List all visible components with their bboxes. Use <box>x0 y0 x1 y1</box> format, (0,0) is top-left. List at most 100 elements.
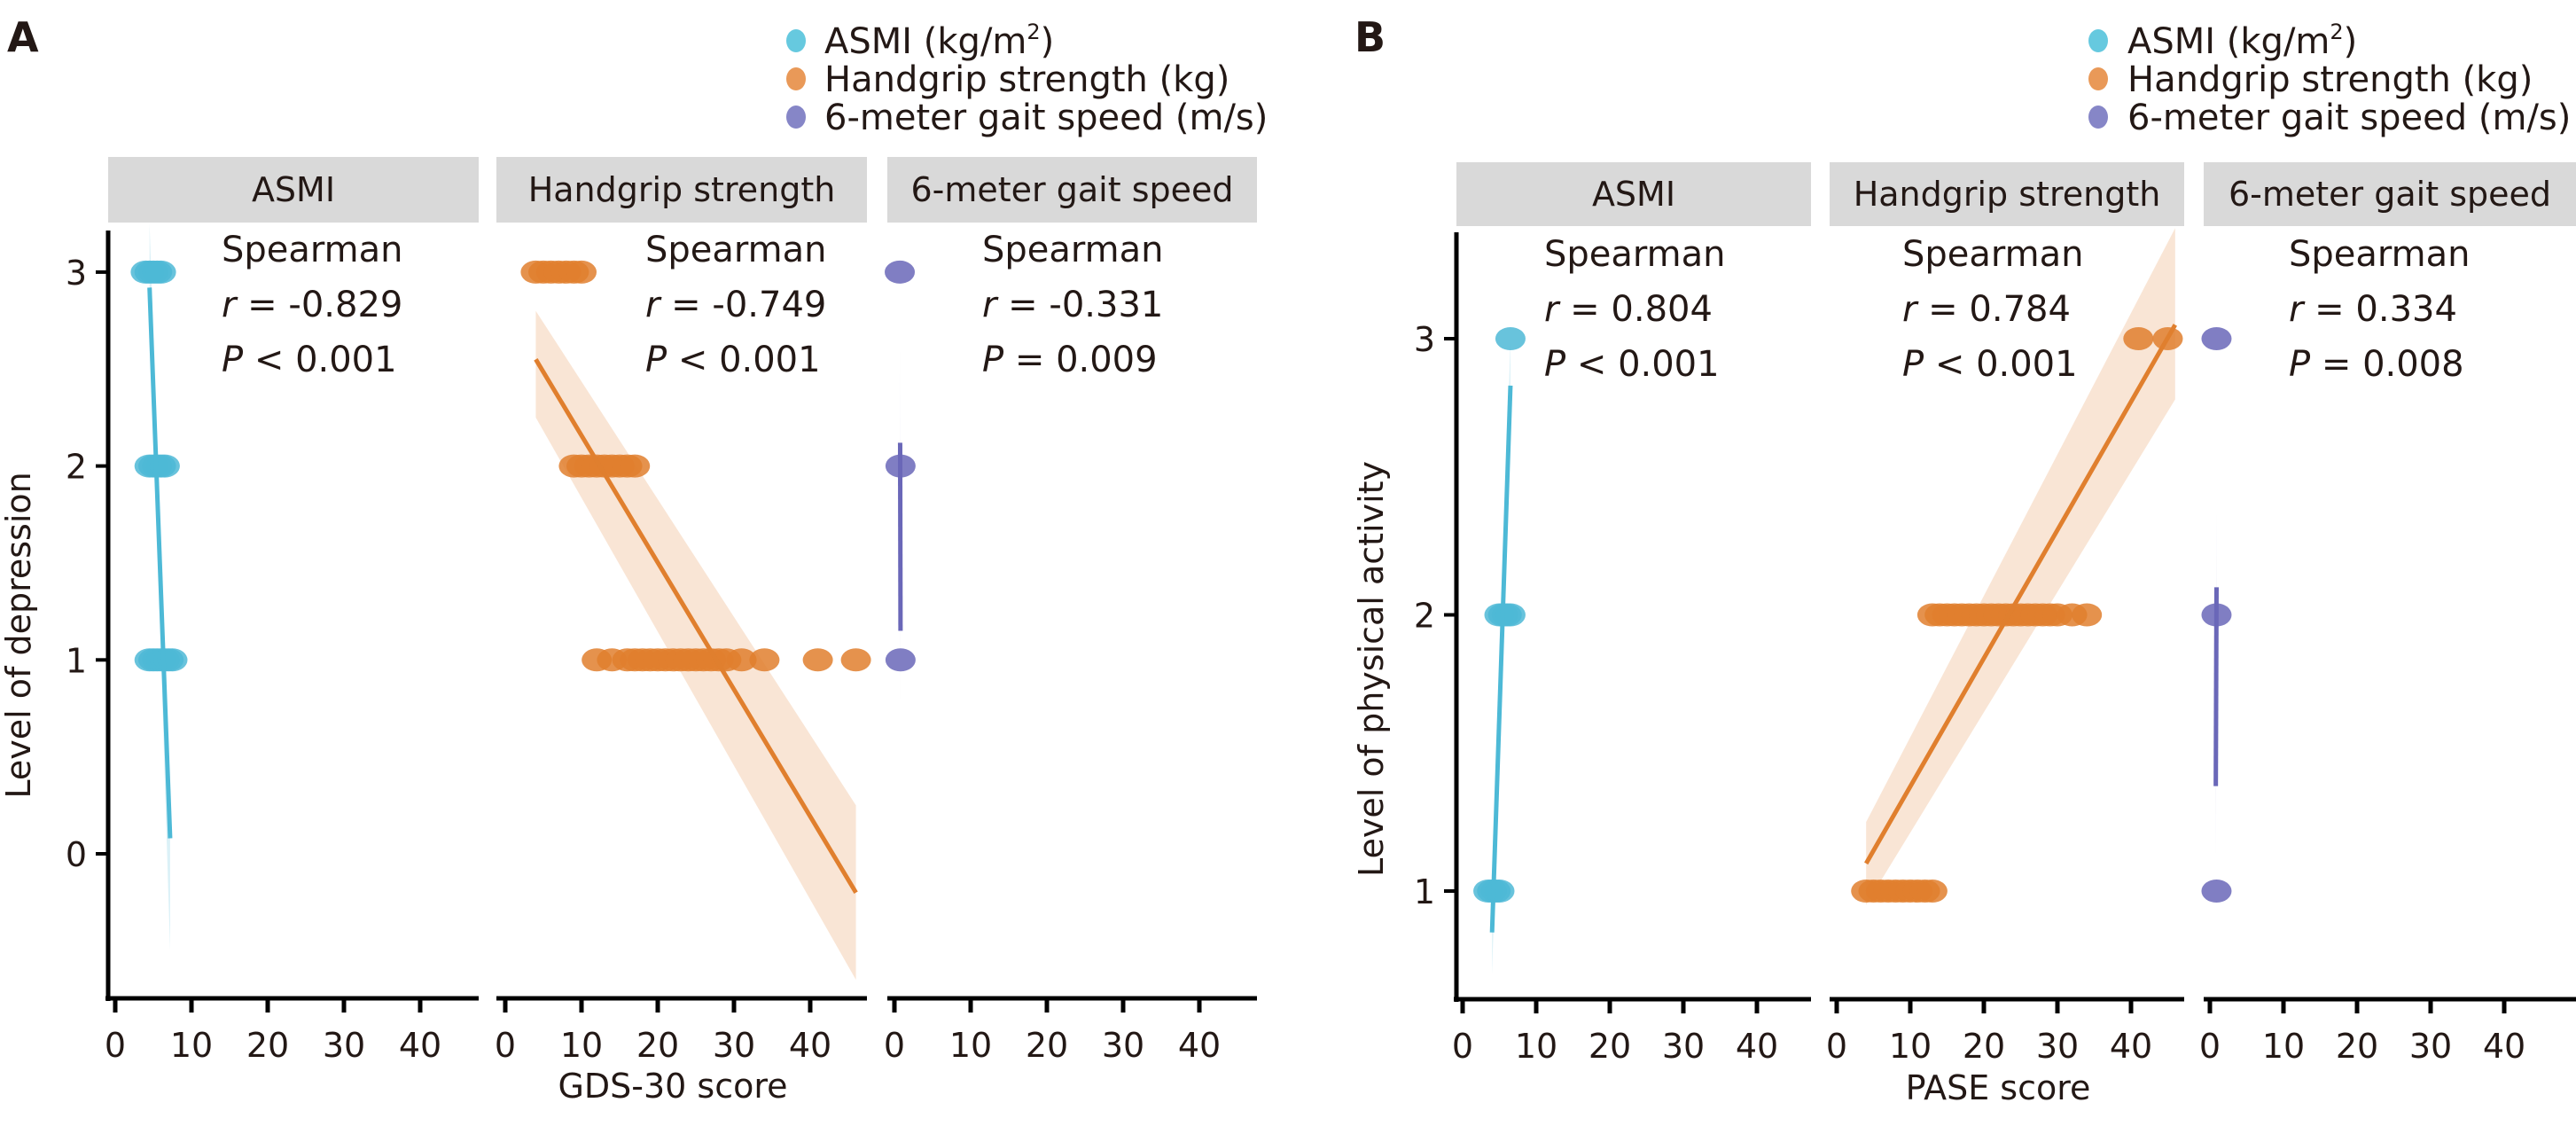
x-tick-label: 40 <box>2110 1027 2152 1066</box>
stat-method: Spearman <box>1544 234 1725 275</box>
x-tick-label: 0 <box>495 1026 516 1065</box>
stat-p: P < 0.001 <box>1902 344 2078 385</box>
facet-strip-label: ASMI <box>1592 175 1675 214</box>
data-points <box>130 260 188 672</box>
legend-label: ASMI (kg/m2) <box>2127 20 2357 62</box>
data-point <box>566 260 597 284</box>
legend-item: ASMI (kg/m2) <box>786 20 1054 62</box>
data-point <box>2123 327 2154 350</box>
panel-letter: A <box>7 13 39 61</box>
legend-marker-icon <box>786 106 806 129</box>
stat-p: P < 0.001 <box>1544 344 1720 385</box>
facet-6-meter-gait-speed: 6-meter gait speed 0 10 20 30 40 Spearman r = 0… <box>2199 162 2576 1066</box>
stat-r: r = 0.334 <box>2289 289 2457 330</box>
stat-r: r = 0.804 <box>1544 289 1713 330</box>
y-tick-label: 0 <box>66 835 87 874</box>
facet-asmi: ASMI 0 10 20 30 40 Spearman r = -0.829 P < 0.001 <box>105 157 479 1065</box>
x-tick-label: 30 <box>1662 1027 1705 1066</box>
facet-strip <box>1456 162 1811 226</box>
x-tick-label: 10 <box>170 1026 213 1065</box>
x-tick-label: 0 <box>1826 1027 1847 1066</box>
data-point <box>2072 603 2103 627</box>
legend-label: 6-meter gait speed (m/s) <box>2127 98 2571 138</box>
data-point <box>2201 880 2232 903</box>
regression-line <box>534 358 858 895</box>
facet-asmi: ASMI 0 10 20 30 40 Spearman r = 0.804 P < 0.001 <box>1452 162 1811 1066</box>
regression-line <box>2213 587 2219 786</box>
legend-marker-icon <box>2088 106 2108 129</box>
panel-a: A ASMI (kg/m2)Handgrip strength (kg)6-met… <box>0 13 1268 1106</box>
x-tick-label: 20 <box>1589 1027 1631 1066</box>
stat-r: r = -0.829 <box>222 285 402 325</box>
facet-handgrip-strength: Handgrip strength 0 10 20 30 40 Spearman r = 0.… <box>1826 162 2184 1066</box>
y-tick-label: 2 <box>66 448 87 487</box>
legend-item: Handgrip strength (kg) <box>2088 59 2533 100</box>
legend-item: Handgrip strength (kg) <box>786 59 1229 100</box>
x-tick-label: 0 <box>884 1026 905 1065</box>
data-points <box>2201 327 2232 903</box>
facet-strip <box>108 157 479 223</box>
data-points <box>520 260 871 672</box>
x-tick-label: 40 <box>789 1026 831 1065</box>
y-tick-label: 3 <box>66 254 87 293</box>
facet-strip-label: ASMI <box>252 170 335 209</box>
data-point <box>802 648 833 672</box>
data-point <box>840 648 871 672</box>
x-tick-label: 30 <box>2409 1027 2452 1066</box>
regression-line <box>1864 324 2177 865</box>
data-point <box>726 648 757 672</box>
x-tick-label: 0 <box>105 1026 126 1065</box>
y-axis-title: Level of physical activity <box>1352 461 1391 877</box>
x-tick-label: 40 <box>1178 1026 1221 1065</box>
legend-label: 6-meter gait speed (m/s) <box>824 98 1268 138</box>
facet-strip <box>887 157 1257 223</box>
data-point <box>1495 603 1526 627</box>
x-tick-label: 40 <box>2483 1027 2525 1066</box>
stats-annotation: Spearman r = 0.334 P = 0.008 <box>2289 234 2470 385</box>
data-point <box>145 260 176 284</box>
x-tick-label: 10 <box>2262 1027 2305 1066</box>
x-axis-title: PASE score <box>1906 1068 2091 1107</box>
stat-method: Spearman <box>2289 234 2470 275</box>
facet-strip-label: Handgrip strength <box>528 170 836 209</box>
x-tick-label: 30 <box>713 1026 755 1065</box>
stat-r: r = 0.784 <box>1902 289 2071 330</box>
stat-method: Spearman <box>222 230 402 270</box>
data-point <box>1484 880 1515 903</box>
stat-method: Spearman <box>1902 234 2083 275</box>
legend-item: 6-meter gait speed (m/s) <box>786 98 1268 138</box>
x-tick-label: 0 <box>2199 1027 2221 1066</box>
facet-strip <box>496 157 867 223</box>
y-axis-title: Level of depression <box>0 472 38 798</box>
data-point <box>749 648 780 672</box>
stat-p: P < 0.001 <box>645 340 821 380</box>
legend-marker-icon <box>786 67 806 90</box>
x-tick-label: 20 <box>1026 1026 1068 1065</box>
panel-letter: B <box>1354 13 1386 61</box>
x-tick-label: 0 <box>1452 1027 1473 1066</box>
data-point <box>620 454 651 478</box>
legend-item: ASMI (kg/m2) <box>2088 20 2357 62</box>
x-tick-label: 40 <box>399 1026 441 1065</box>
x-tick-label: 20 <box>246 1026 289 1065</box>
confidence-band <box>1866 228 2175 905</box>
legend-marker-icon <box>786 29 806 52</box>
stats-annotation: Spearman r = 0.784 P < 0.001 <box>1902 234 2083 385</box>
data-point <box>2201 327 2232 350</box>
legend-marker-icon <box>2088 29 2108 52</box>
x-tick-label: 10 <box>949 1026 992 1065</box>
y-tick-label: 2 <box>1414 597 1435 636</box>
stat-p: P < 0.001 <box>222 340 397 380</box>
data-point <box>885 648 916 672</box>
legend-label: Handgrip strength (kg) <box>2127 59 2533 100</box>
stat-r: r = -0.749 <box>645 285 826 325</box>
x-tick-label: 10 <box>1515 1027 1557 1066</box>
stat-r: r = -0.331 <box>982 285 1163 325</box>
x-axis-title: GDS-30 score <box>558 1067 787 1106</box>
facet-strip-label: 6-meter gait speed <box>2229 175 2551 214</box>
confidence-band <box>535 310 856 981</box>
x-tick-label: 30 <box>1102 1026 1144 1065</box>
facet-6-meter-gait-speed: 6-meter gait speed 0 10 20 30 40 Spearman r = -… <box>884 157 1257 1065</box>
facet-strip <box>1830 162 2184 226</box>
x-tick-label: 30 <box>2036 1027 2079 1066</box>
